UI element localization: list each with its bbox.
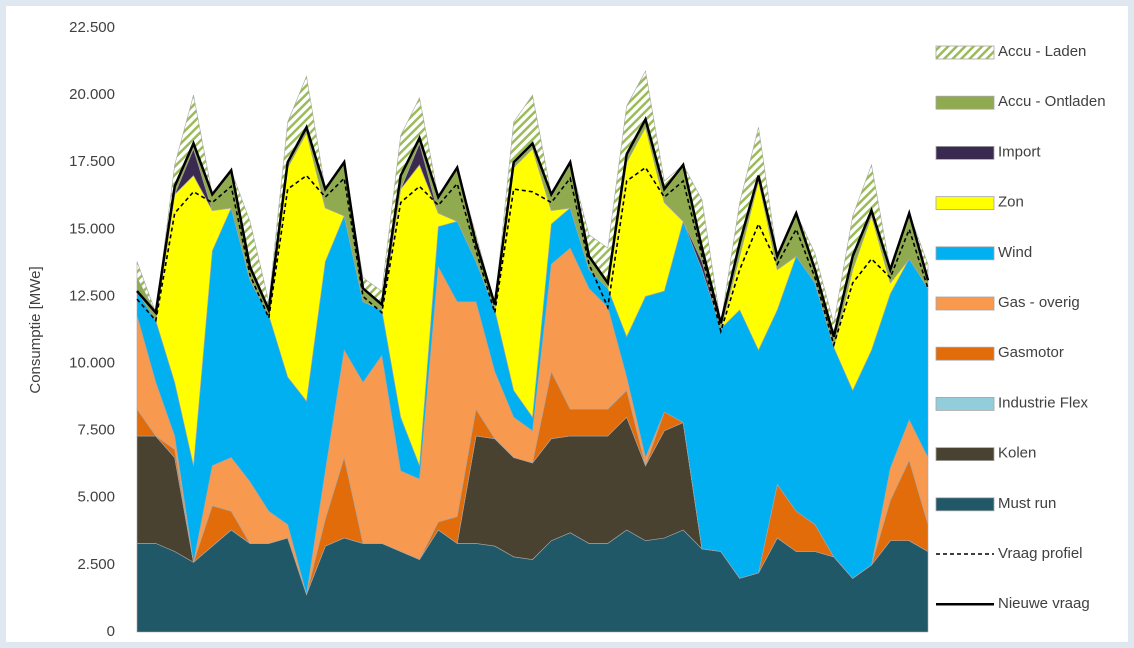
legend-label: Industrie Flex — [998, 394, 1089, 411]
legend-swatch — [935, 95, 995, 110]
legend-swatch — [935, 145, 995, 160]
y-tick-label: 2.500 — [77, 556, 115, 573]
legend-label: Zon — [998, 194, 1024, 211]
legend-swatch — [935, 196, 995, 211]
legend-swatch — [935, 45, 995, 60]
y-tick-label: 0 — [107, 623, 115, 640]
legend-label: Accu - Laden — [998, 43, 1086, 60]
legend-label: Gas - overig — [998, 294, 1080, 311]
legend-label: Vraag profiel — [998, 545, 1083, 562]
line — [136, 166, 929, 348]
legend-swatch — [935, 497, 995, 512]
y-tick-label: 20.000 — [69, 86, 115, 103]
legend-label: Import — [998, 143, 1041, 160]
legend-label: Accu - Ontladen — [998, 93, 1106, 110]
y-tick-label: 10.000 — [69, 355, 115, 372]
line — [136, 115, 930, 338]
legend-swatch — [935, 447, 995, 462]
y-tick-label: 7.500 — [77, 422, 115, 439]
legend-swatch — [935, 246, 995, 261]
y-tick-label: 15.000 — [69, 220, 115, 237]
legend-swatch — [935, 346, 995, 361]
y-tick-label: 17.500 — [69, 153, 115, 170]
y-tick-label: 12.500 — [69, 287, 115, 304]
legend-label: Gasmotor — [998, 344, 1064, 361]
y-tick-label: 5.000 — [77, 489, 115, 506]
legend-swatch — [935, 296, 995, 311]
legend-label: Kolen — [998, 445, 1036, 462]
legend-label: Wind — [998, 244, 1032, 261]
y-axis-label: Consumptie [MWe] — [27, 266, 44, 393]
y-tick-label: 22.500 — [69, 19, 115, 36]
legend-label: Nieuwe vraag — [998, 595, 1090, 612]
legend-label: Must run — [998, 495, 1056, 512]
legend-swatch — [935, 396, 995, 411]
